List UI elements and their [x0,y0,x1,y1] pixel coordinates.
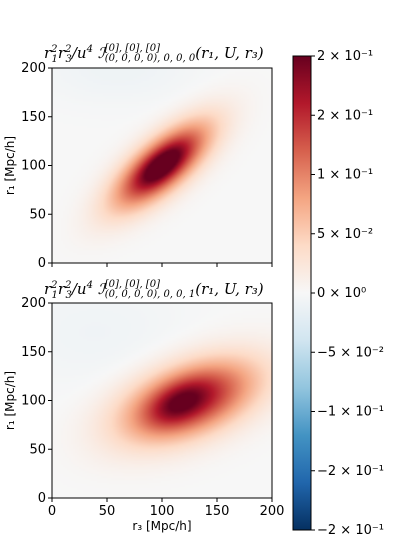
y-tick-label: 0 [38,256,46,271]
colorbar: 2 × 10⁻¹ 2 × 10⁻¹ 1 × 10⁻¹ 5 × 10⁻² 0 × 10⁰ −… [292,49,384,538]
x-axis-label: r₃ [Mpc/h] [132,519,191,533]
x-tick-label: 50 [99,504,116,519]
top-heatmap-panel: 0 50 100 150 200 r₁ [Mpc/h] [3,61,273,271]
bottom-heatmap-panel: 0 50 100 150 200 0 50 100 150 200 r₁ [Mpc/h] r₃ [Mp… [3,296,284,533]
x-tick-label: 200 [260,504,285,519]
colorbar-tick-label: −1 × 10⁻¹ [317,405,384,420]
x-tick-label: 100 [150,504,175,519]
x-tick-label: 0 [48,504,56,519]
colorbar-tick-label: 0 × 10⁰ [317,286,366,301]
colorbar-tick-label: −2 × 10⁻¹ [317,464,384,479]
y-tick-label: 50 [29,207,46,222]
colorbar-tick-label: 5 × 10⁻² [317,227,373,242]
x-tick-label: 150 [205,504,230,519]
y-tick-label: 0 [38,491,46,506]
y-axis-label: r₁ [Mpc/h] [3,371,17,430]
y-tick-label: 200 [21,61,46,76]
y-tick-label: 200 [21,296,46,311]
y-tick-label: 150 [21,110,46,125]
top-panel-title: r21r23/u4 ℐ [0], [0], [0] (0, 0, 0, 0), 0,… [44,43,264,66]
heatmap-image [52,303,272,498]
heatmap-image [52,68,272,263]
y-tick-label: 100 [21,159,46,174]
bottom-panel-title: r21r23/u4 ℐ [0], [0], [0] (0, 0, 0, 0), 0,… [44,279,264,302]
colorbar-tick-label: −5 × 10⁻² [317,345,384,360]
colorbar-tick-label: 2 × 10⁻¹ [317,108,373,123]
y-tick-label: 50 [29,442,46,457]
colorbar-gradient [292,55,312,531]
y-tick-label: 100 [21,394,46,409]
colorbar-tick-label: 1 × 10⁻¹ [317,168,373,183]
y-tick-label: 150 [21,345,46,360]
colorbar-tick-label: 2 × 10⁻¹ [317,49,373,64]
y-axis-label: r₁ [Mpc/h] [3,136,17,195]
colorbar-tick-label: −2 × 10⁻¹ [317,523,384,538]
